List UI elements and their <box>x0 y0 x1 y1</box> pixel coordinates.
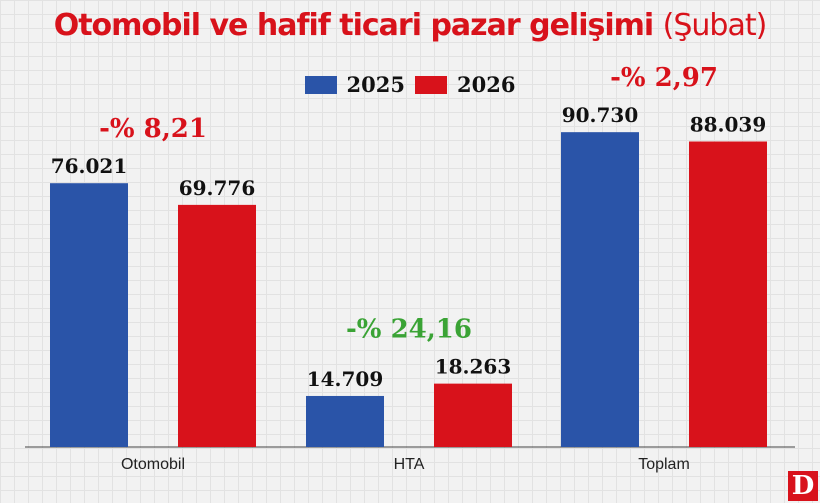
chart-title-subtitle: (Şubat) <box>662 8 768 43</box>
legend-swatch-2026 <box>415 75 447 94</box>
category-label-otomobil: Otomobil <box>121 456 185 473</box>
bar-2025-hta <box>306 395 384 447</box>
value-label-2025-toplam: 90.730 <box>562 103 639 127</box>
bar-2025-otomobil <box>50 183 128 447</box>
legend-label-2025: 2025 <box>346 72 405 97</box>
change-label-hta: -% 24,16 <box>346 315 472 345</box>
chart-title: Otomobil ve hafif ticari pazar gelişimi … <box>0 8 820 43</box>
legend-item-2025: 2025 <box>304 72 405 97</box>
legend-label-2026: 2026 <box>457 72 516 97</box>
value-label-2025-otomobil: 76.021 <box>51 154 128 178</box>
value-label-2026-otomobil: 69.776 <box>179 176 256 200</box>
category-label-hta: HTA <box>394 456 425 473</box>
legend-item-2026: 2026 <box>415 72 515 97</box>
category-label-toplam: Toplam <box>638 456 690 473</box>
value-label-2025-hta: 14.709 <box>307 367 384 391</box>
bar-2026-otomobil <box>178 204 256 447</box>
bar-2026-hta <box>434 383 512 447</box>
chart-title-main: Otomobil ve hafif ticari pazar gelişimi <box>53 8 654 43</box>
bar-2026-toplam <box>689 141 767 447</box>
publisher-logo: D <box>788 471 818 501</box>
change-label-otomobil: -% 8,21 <box>99 114 207 144</box>
value-label-2026-hta: 18.263 <box>435 355 512 379</box>
value-label-2026-toplam: 88.039 <box>690 113 767 137</box>
legend: 2025 2026 <box>0 72 820 97</box>
bar-2025-toplam <box>561 132 639 447</box>
legend-swatch-2025 <box>304 75 337 94</box>
change-label-toplam: -% 2,97 <box>610 63 718 93</box>
